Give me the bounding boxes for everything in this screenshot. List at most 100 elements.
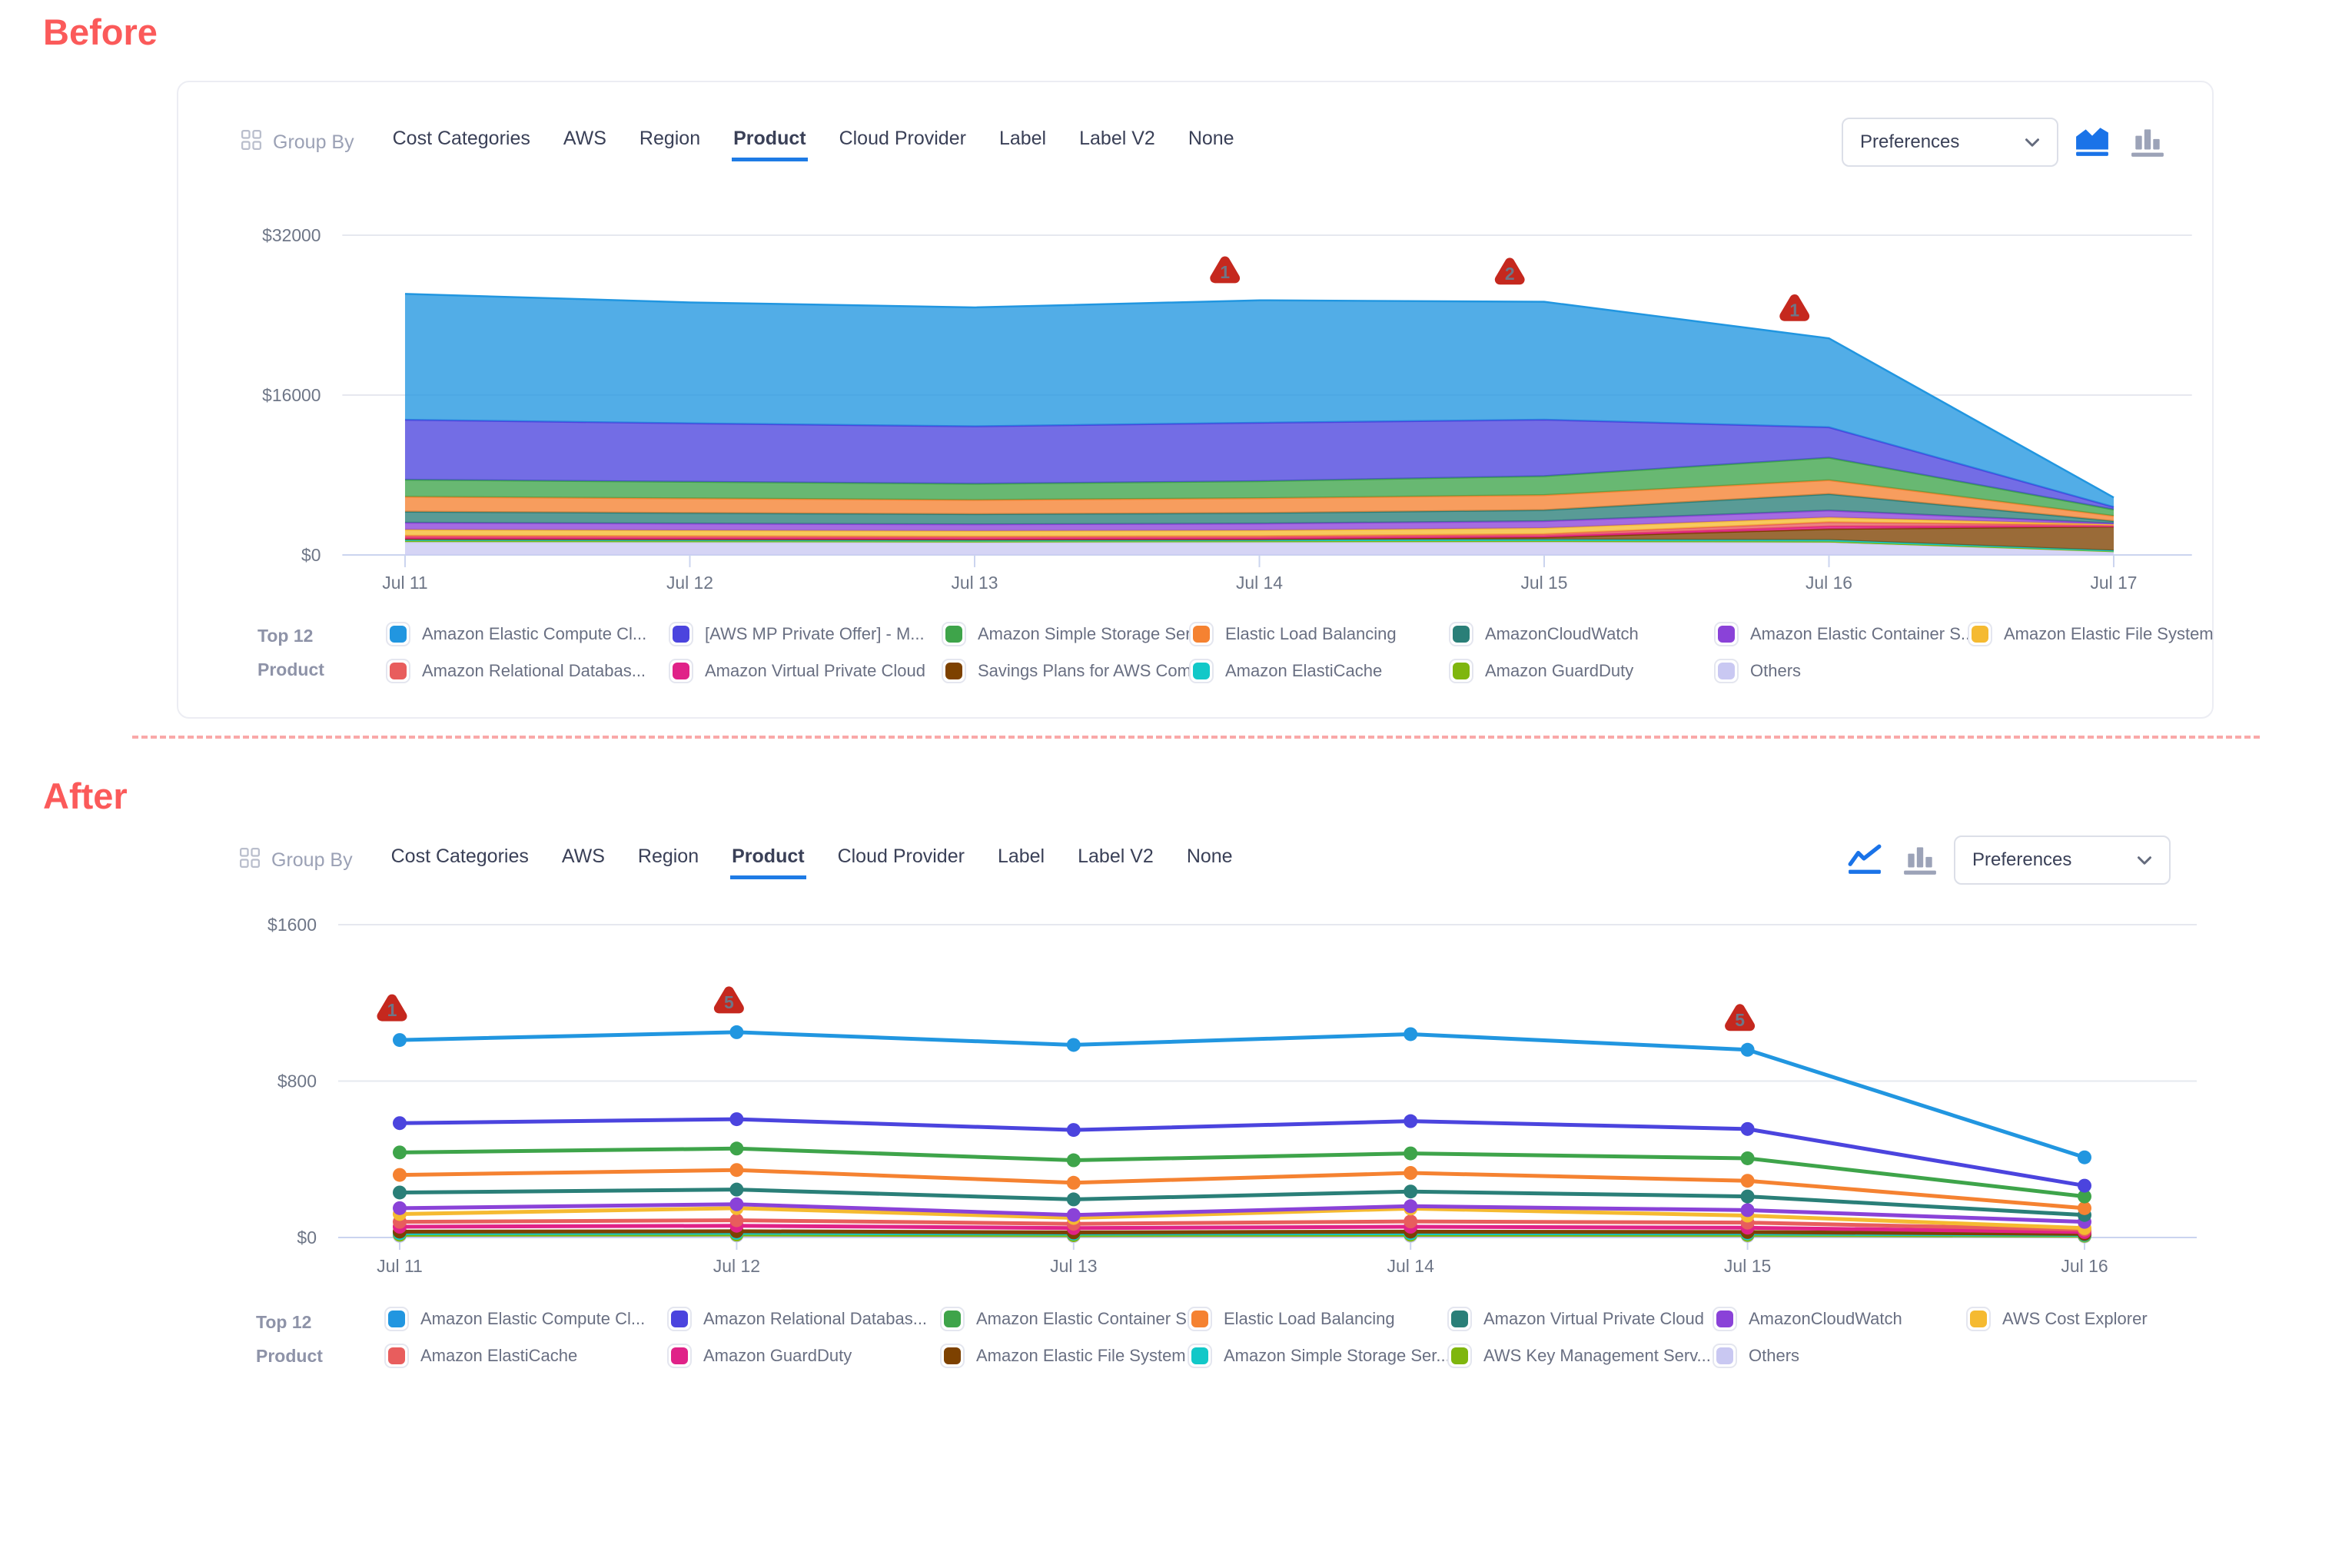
before-after-separator — [132, 736, 2260, 739]
data-point[interactable] — [1740, 1189, 1755, 1204]
legend-item-amazoncloudwatch[interactable]: AmazonCloudWatch — [1713, 1307, 1966, 1331]
tab-cloud-provider[interactable]: Cloud Provider — [839, 128, 966, 149]
preferences-button[interactable]: Preferences — [1842, 118, 2058, 167]
data-point[interactable] — [393, 1145, 407, 1160]
anomaly-badge[interactable]: 1 — [1779, 294, 1810, 321]
data-point[interactable] — [729, 1197, 744, 1211]
data-point[interactable] — [1066, 1175, 1081, 1190]
anomaly-badge-count: 2 — [1505, 264, 1515, 284]
tab-product[interactable]: Product — [732, 123, 808, 161]
legend-item-amazon-elasticache[interactable]: Amazon ElastiCache — [1189, 659, 1449, 683]
legend-item-aws-mp-private-offer-m[interactable]: [AWS MP Private Offer] - M... — [669, 622, 942, 646]
tab-cost-categories[interactable]: Cost Categories — [392, 128, 530, 149]
legend-item-amazon-elastic-compute-cl[interactable]: Amazon Elastic Compute Cl... — [384, 1307, 667, 1331]
legend-item-elastic-load-balancing[interactable]: Elastic Load Balancing — [1189, 622, 1449, 646]
tab-cloud-provider[interactable]: Cloud Provider — [837, 845, 965, 867]
legend-item-amazon-simple-storage-ser[interactable]: Amazon Simple Storage Ser... — [942, 622, 1204, 646]
tab-cost-categories[interactable]: Cost Categories — [390, 845, 529, 867]
legend-item-amazon-relational-databas[interactable]: Amazon Relational Databas... — [386, 659, 669, 683]
legend-item-amazon-elastic-container-s[interactable]: Amazon Elastic Container S... — [1714, 622, 1975, 646]
data-point[interactable] — [2078, 1189, 2091, 1204]
legend-item-amazon-simple-storage-ser[interactable]: Amazon Simple Storage Ser... — [1188, 1344, 1450, 1368]
data-point[interactable] — [1740, 1203, 1755, 1218]
bar-chart-toggle-button[interactable] — [2126, 122, 2169, 162]
tab-label[interactable]: Label — [998, 128, 1047, 149]
tab-label[interactable]: Label — [997, 845, 1045, 867]
data-point[interactable] — [2078, 1150, 2091, 1164]
data-point[interactable] — [1066, 1192, 1081, 1207]
data-point[interactable] — [393, 1116, 407, 1131]
data-point[interactable] — [1404, 1184, 1418, 1199]
preferences-button[interactable]: Preferences — [1954, 835, 2171, 885]
anomaly-badge[interactable]: 5 — [713, 986, 744, 1014]
legend-item-aws-key-management-serv[interactable]: AWS Key Management Serv... — [1447, 1344, 1713, 1368]
data-point[interactable] — [2078, 1178, 2091, 1193]
data-point[interactable] — [729, 1025, 744, 1039]
anomaly-badge[interactable]: 1 — [1210, 256, 1241, 284]
legend-item-savings-plans-for-aws-com[interactable]: Savings Plans for AWS Com... — [942, 659, 1205, 683]
tab-region[interactable]: Region — [637, 845, 699, 867]
data-point[interactable] — [1404, 1146, 1418, 1161]
legend-item-elastic-load-balancing[interactable]: Elastic Load Balancing — [1188, 1307, 1447, 1331]
bar-chart-toggle-button[interactable] — [1899, 840, 1942, 880]
data-point[interactable] — [729, 1163, 744, 1178]
legend-item-amazon-guardduty[interactable]: Amazon GuardDuty — [667, 1344, 940, 1368]
data-point[interactable] — [1066, 1153, 1081, 1168]
legend-item-amazon-elastic-container-s[interactable]: Amazon Elastic Container S... — [940, 1307, 1201, 1331]
area-chart-toggle-button[interactable] — [2071, 122, 2114, 162]
data-point[interactable] — [393, 1201, 407, 1215]
data-point[interactable] — [2078, 1201, 2091, 1215]
legend-title: Top 12 Product — [257, 619, 324, 686]
data-point[interactable] — [1404, 1114, 1418, 1128]
data-point[interactable] — [393, 1185, 407, 1200]
legend-item-amazon-guardduty[interactable]: Amazon GuardDuty — [1449, 659, 1714, 683]
tab-none[interactable]: None — [1186, 845, 1233, 867]
tab-label-v2[interactable]: Label V2 — [1079, 128, 1155, 149]
data-point[interactable] — [393, 1033, 407, 1048]
anomaly-badge[interactable]: 1 — [377, 994, 407, 1022]
anomaly-badge[interactable]: 2 — [1494, 257, 1525, 285]
legend-item-amazon-elastic-file-system[interactable]: Amazon Elastic File System — [940, 1344, 1188, 1368]
legend-item-amazon-elasticache[interactable]: Amazon ElastiCache — [384, 1344, 667, 1368]
line-series-aws-cost-explorer — [397, 1206, 2087, 1231]
tab-label-v2[interactable]: Label V2 — [1078, 845, 1154, 867]
data-point[interactable] — [1066, 1123, 1081, 1138]
tab-none[interactable]: None — [1188, 128, 1234, 149]
data-point[interactable] — [729, 1182, 744, 1197]
data-point[interactable] — [1740, 1121, 1755, 1136]
before-area-chart[interactable]: $32000 $16000 $0 Jul 11 Jul 12 Jul 13 Jul 14 Ju… — [178, 82, 2212, 717]
data-point[interactable] — [1404, 1166, 1418, 1181]
data-point[interactable] — [1740, 1042, 1755, 1057]
data-point[interactable] — [729, 1112, 744, 1127]
legend-item-aws-cost-explorer[interactable]: AWS Cost Explorer — [1966, 1307, 2148, 1331]
legend-item-others[interactable]: Others — [1713, 1344, 1966, 1368]
tab-product[interactable]: Product — [730, 841, 806, 879]
legend-item-amazon-elastic-file-system[interactable]: Amazon Elastic File System — [1968, 622, 2214, 646]
line-chart-toggle-button[interactable] — [1843, 840, 1886, 880]
legend-item-amazon-relational-databas[interactable]: Amazon Relational Databas... — [667, 1307, 940, 1331]
data-point[interactable] — [1740, 1174, 1755, 1188]
data-point[interactable] — [729, 1141, 744, 1156]
tab-aws[interactable]: AWS — [563, 128, 606, 149]
legend-item-others[interactable]: Others — [1714, 659, 1968, 683]
legend-item-amazoncloudwatch[interactable]: AmazonCloudWatch — [1449, 622, 1714, 646]
after-line-chart[interactable]: $1600 $800 $0 Jul 11 Jul 12 Jul 13 Jul 14 Jul 1… — [177, 819, 2214, 1489]
data-point[interactable] — [393, 1168, 407, 1182]
data-point[interactable] — [1404, 1214, 1418, 1229]
legend-item-amazon-virtual-private-cloud[interactable]: Amazon Virtual Private Cloud — [1447, 1307, 1713, 1331]
legend-item-amazon-elastic-compute-cl[interactable]: Amazon Elastic Compute Cl... — [386, 622, 669, 646]
tab-aws[interactable]: AWS — [561, 845, 605, 867]
legend-item-label: Amazon Elastic Container S... — [976, 1309, 1201, 1328]
legend-item-amazon-virtual-private-cloud[interactable]: Amazon Virtual Private Cloud — [669, 659, 942, 683]
data-point[interactable] — [1066, 1208, 1081, 1222]
data-point[interactable] — [1404, 1027, 1418, 1041]
data-point[interactable] — [1404, 1199, 1418, 1214]
data-point[interactable] — [729, 1213, 744, 1227]
legend-item-label: Amazon Virtual Private Cloud — [1483, 1309, 1704, 1328]
data-point[interactable] — [1066, 1038, 1081, 1052]
x-axis-tick-label: Jul 12 — [666, 573, 713, 593]
anomaly-badge[interactable]: 5 — [1725, 1004, 1756, 1031]
legend-item-label: [AWS MP Private Offer] - M... — [705, 624, 925, 643]
tab-region[interactable]: Region — [639, 128, 701, 149]
data-point[interactable] — [1740, 1151, 1755, 1165]
